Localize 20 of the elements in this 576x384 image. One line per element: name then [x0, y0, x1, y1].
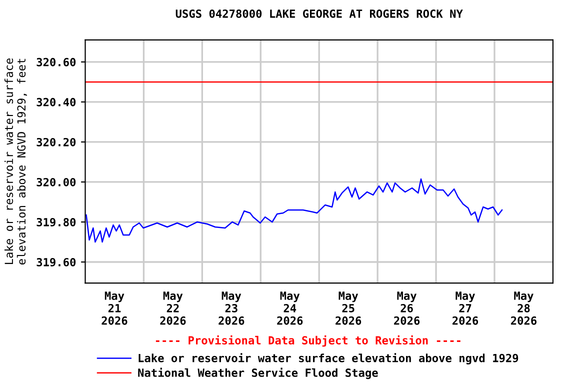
- x-tick-label: May 21 2026: [102, 292, 128, 325]
- x-tick-label: May 28 2026: [510, 292, 537, 325]
- x-tick-label: May 22 2026: [160, 292, 186, 325]
- x-tick-label: May 24 2026: [277, 292, 303, 325]
- x-tick-label: May 27 2026: [452, 292, 478, 325]
- y-tick-label: 320.20: [36, 138, 76, 146]
- legend-label: National Weather Service Flood Stage: [138, 368, 378, 380]
- x-tick-label: May 26 2026: [394, 292, 420, 325]
- chart-title: USGS 04278000 LAKE GEORGE AT ROGERS ROCK NY: [176, 9, 463, 18]
- line-series: [86, 178, 503, 243]
- y-tick-label: 320.60: [36, 58, 76, 66]
- y-tick-label: 320.40: [36, 98, 76, 106]
- y-tick-label: 320.00: [36, 178, 76, 186]
- legend-label: Lake or reservoir water surface elevation above ngvd 1929: [138, 353, 518, 364]
- x-tick-label: May 25 2026: [336, 292, 362, 325]
- y-axis-title: Lake or reservoir water surface elevation above NGVD 1929, feet: [4, 58, 27, 264]
- y-tick-label: 319.60: [36, 258, 76, 266]
- x-tick-label: May 23 2026: [218, 292, 244, 325]
- y-tick-label: 319.80: [36, 218, 76, 226]
- text: ---- Provisional Data Subject to Revision ----: [156, 335, 460, 347]
